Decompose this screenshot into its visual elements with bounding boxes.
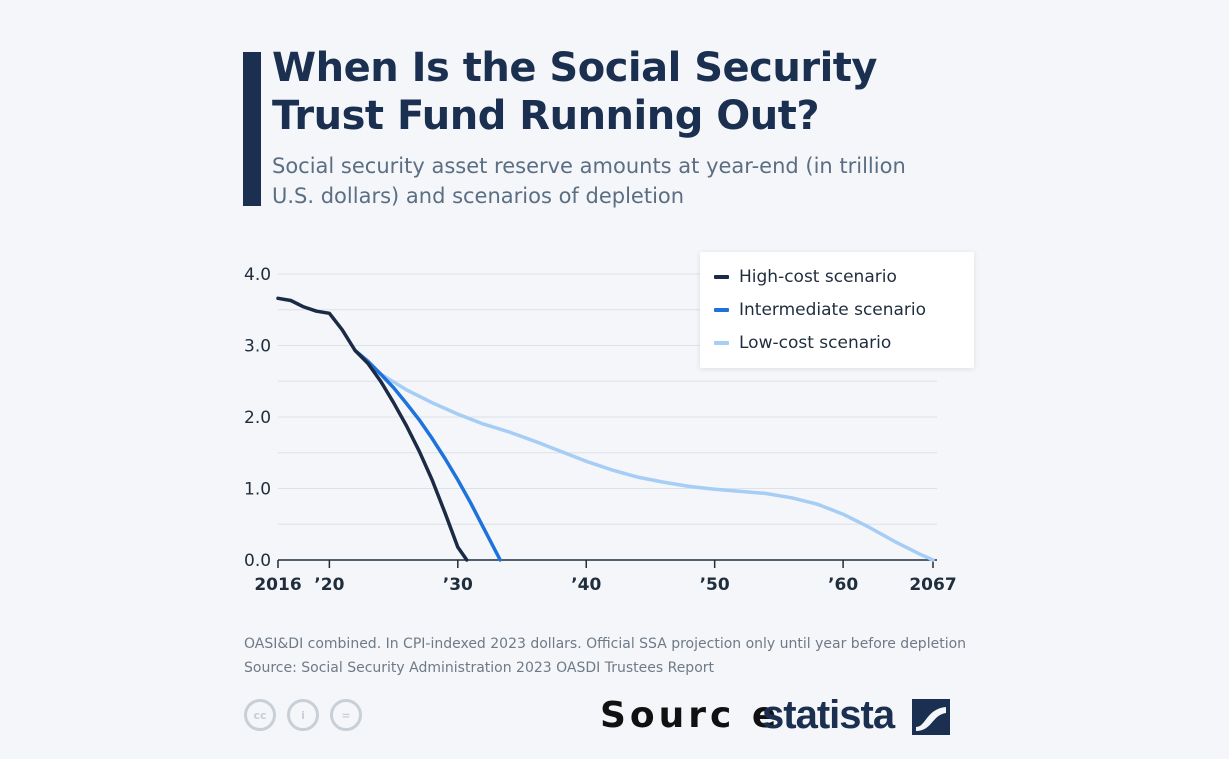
legend-label-intermediate: Intermediate scenario (739, 300, 927, 320)
legend-label-high-cost: High-cost scenario (739, 267, 897, 287)
x-tick-label: ’20 (314, 575, 344, 595)
series-line-high-cost-scenario (276, 296, 469, 562)
x-tick-label: ’40 (571, 575, 601, 595)
x-axis: 2016 ’20 ’30 ’40 ’50 ’60 2067 (254, 559, 957, 595)
source-watermark: Sourc e (600, 695, 781, 736)
chart-notes: OASI&DI combined. In CPI-indexed 2023 do… (244, 632, 966, 680)
cc-icon[interactable]: cc (244, 699, 276, 731)
legend-item-high-cost: High-cost scenario (714, 265, 897, 289)
chart-legend: High-cost scenario Intermediate scenario… (700, 252, 974, 368)
legend-label-low-cost: Low-cost scenario (739, 333, 892, 353)
note-text: OASI&DI combined. In CPI-indexed 2023 do… (244, 636, 967, 652)
y-tick-label: 4.0 (244, 265, 271, 285)
no-derivatives-icon[interactable]: = (330, 699, 362, 731)
legend-item-intermediate: Intermediate scenario (714, 298, 926, 322)
legend-item-low-cost: Low-cost scenario (714, 331, 891, 355)
y-tick-label: 2.0 (244, 408, 271, 428)
title-accent-bar (243, 52, 261, 206)
statista-brand[interactable]: statista (762, 693, 895, 737)
x-tick-label: 2067 (909, 575, 956, 595)
series-line-low-cost-scenario (353, 348, 935, 562)
x-tick-label: ’50 (700, 575, 730, 595)
attribution-icon[interactable]: i (287, 699, 319, 731)
y-tick-label: 0.0 (244, 551, 271, 571)
series-lines (276, 296, 935, 562)
x-tick-label: ’60 (828, 575, 858, 595)
x-tick-label: 2016 (254, 575, 301, 595)
source-text: Source: Social Security Administration 2… (244, 660, 715, 676)
x-tick-label: ’30 (443, 575, 473, 595)
y-tick-label: 1.0 (244, 480, 271, 500)
y-tick-label: 3.0 (244, 337, 271, 357)
legend-swatch-low-cost (714, 341, 729, 345)
legend-swatch-intermediate (714, 308, 729, 312)
y-axis-tick-labels: 0.0 1.0 2.0 3.0 4.0 (244, 265, 271, 571)
series-line-intermediate-scenario (353, 348, 502, 562)
chart-subtitle: Social security asset reserve amounts at… (272, 154, 906, 208)
license-icons: cc i = (244, 699, 362, 731)
statista-logo-icon[interactable] (912, 699, 950, 735)
chart-title: When Is the Social Security Trust Fund R… (272, 45, 878, 139)
legend-swatch-high-cost (714, 275, 729, 279)
